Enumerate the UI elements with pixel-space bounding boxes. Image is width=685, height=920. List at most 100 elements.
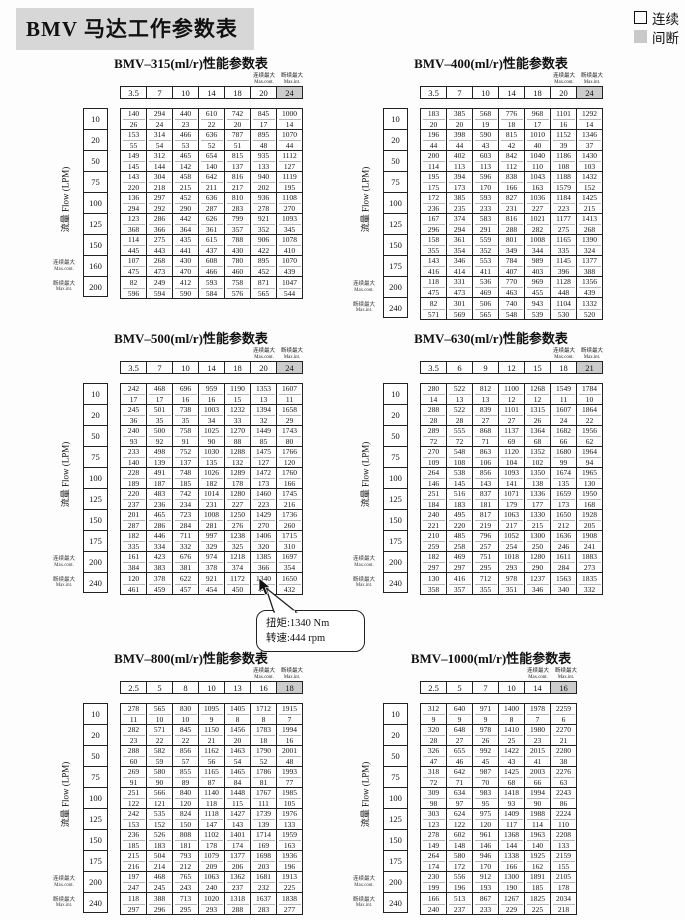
value-cell[interactable]: 230 199 <box>421 872 447 892</box>
value-cell[interactable]: 1093 345 <box>277 214 303 234</box>
value-cell[interactable]: 961 146 <box>473 830 499 850</box>
value-cell[interactable]: 513 237 <box>447 893 473 914</box>
value-cell[interactable]: 787 51 <box>225 130 251 150</box>
value-cell[interactable]: 845 22 <box>173 725 199 745</box>
value-cell[interactable]: 1063 240 <box>199 872 225 892</box>
value-cell[interactable]: 2243 86 <box>551 788 577 808</box>
value-cell[interactable]: 1186 108 <box>551 151 577 171</box>
value-cell[interactable]: 1043 163 <box>525 172 551 192</box>
value-cell[interactable]: 895 48 <box>251 130 277 150</box>
value-cell[interactable]: 1289 178 <box>225 468 251 488</box>
value-cell[interactable]: 1232 33 <box>225 405 251 425</box>
value-cell[interactable]: 1394 32 <box>251 405 277 425</box>
value-cell[interactable]: 197 247 <box>121 872 147 892</box>
value-cell[interactable]: 1400 8 <box>499 704 525 724</box>
value-cell[interactable]: 1112 127 <box>277 151 303 171</box>
value-cell[interactable]: 1743 80 <box>277 426 303 446</box>
value-cell[interactable]: 868 71 <box>473 426 499 446</box>
value-cell[interactable]: 1137 69 <box>499 426 525 446</box>
value-cell[interactable]: 1413 268 <box>577 214 603 234</box>
value-cell[interactable]: 593 233 <box>473 193 499 213</box>
value-cell[interactable]: 1790 52 <box>251 746 277 766</box>
value-cell[interactable]: 655 46 <box>447 746 473 766</box>
value-cell[interactable]: 1008 344 <box>525 235 551 255</box>
value-cell[interactable]: 1956 62 <box>577 426 603 446</box>
value-cell[interactable]: 1165 335 <box>551 235 577 255</box>
value-cell[interactable]: 1993 77 <box>277 767 303 787</box>
value-cell[interactable]: 282 23 <box>121 725 147 745</box>
value-cell[interactable]: 123 368 <box>121 214 147 234</box>
value-cell[interactable]: 1636 246 <box>551 531 577 551</box>
value-cell[interactable]: 565 10 <box>147 704 173 724</box>
value-cell[interactable]: 2001 48 <box>277 746 303 766</box>
value-cell[interactable]: 839 27 <box>473 405 499 425</box>
value-cell[interactable]: 776 18 <box>499 109 525 129</box>
value-cell[interactable]: 167 296 <box>421 214 447 234</box>
value-cell[interactable]: 442 364 <box>173 214 199 234</box>
value-cell[interactable]: 446 334 <box>147 531 173 551</box>
value-cell[interactable]: 522 13 <box>447 384 473 404</box>
value-cell[interactable]: 827 231 <box>499 193 525 213</box>
value-cell[interactable]: 751 295 <box>473 552 499 572</box>
value-cell[interactable]: 1418 93 <box>499 788 525 808</box>
value-cell[interactable]: 1052 254 <box>499 531 525 551</box>
value-cell[interactable]: 895 452 <box>251 256 277 276</box>
value-cell[interactable]: 583 291 <box>473 214 499 234</box>
value-cell[interactable]: 535 152 <box>147 809 173 829</box>
value-cell[interactable]: 161 384 <box>121 552 147 572</box>
value-cell[interactable]: 452 290 <box>173 193 199 213</box>
value-cell[interactable]: 314 54 <box>147 130 173 150</box>
value-cell[interactable]: 830 10 <box>173 704 199 724</box>
value-cell[interactable]: 1250 276 <box>225 510 251 530</box>
value-cell[interactable]: 320 28 <box>421 725 447 745</box>
value-cell[interactable]: 288 28 <box>421 405 447 425</box>
value-cell[interactable]: 634 97 <box>447 788 473 808</box>
value-cell[interactable]: 1406 320 <box>251 531 277 551</box>
value-cell[interactable]: 526 183 <box>147 830 173 850</box>
value-cell[interactable]: 1145 396 <box>551 256 577 276</box>
value-cell[interactable]: 1336 177 <box>525 489 551 509</box>
value-cell[interactable]: 810 283 <box>225 193 251 213</box>
value-cell[interactable]: 468 245 <box>147 872 173 892</box>
value-cell[interactable]: 615 437 <box>199 235 225 255</box>
value-cell[interactable]: 770 463 <box>499 277 525 297</box>
value-cell[interactable]: 1976 133 <box>277 809 303 829</box>
value-cell[interactable]: 1079 209 <box>199 851 225 871</box>
value-cell[interactable]: 582 59 <box>147 746 173 766</box>
value-cell[interactable]: 331 473 <box>447 277 473 297</box>
value-cell[interactable]: 642 71 <box>447 767 473 787</box>
value-cell[interactable]: 388 296 <box>147 893 173 914</box>
value-cell[interactable]: 793 212 <box>173 851 199 871</box>
value-cell[interactable]: 817 219 <box>473 510 499 530</box>
value-cell[interactable]: 1330 215 <box>525 510 551 530</box>
value-cell[interactable]: 978 26 <box>473 725 499 745</box>
value-cell[interactable]: 1607 24 <box>551 405 577 425</box>
value-cell[interactable]: 1377 388 <box>577 256 603 276</box>
value-cell[interactable]: 548 108 <box>447 447 473 467</box>
value-cell[interactable]: 1994 16 <box>277 725 303 745</box>
value-cell[interactable]: 842 112 <box>499 151 525 171</box>
value-cell[interactable]: 654 140 <box>199 151 225 171</box>
value-cell[interactable]: 251 122 <box>121 788 147 808</box>
value-cell[interactable]: 1908 241 <box>577 531 603 551</box>
value-cell[interactable]: 1128 448 <box>551 277 577 297</box>
value-cell[interactable]: 758 91 <box>173 426 199 446</box>
value-cell[interactable]: 1288 132 <box>225 447 251 467</box>
value-cell[interactable]: 1352 102 <box>525 447 551 467</box>
value-cell[interactable]: 495 220 <box>447 510 473 530</box>
value-cell[interactable]: 1368 144 <box>499 830 525 850</box>
value-cell[interactable]: 1172 450 <box>225 573 251 594</box>
value-cell[interactable]: 264 174 <box>421 851 447 871</box>
value-cell[interactable]: 346 414 <box>447 256 473 276</box>
value-cell[interactable]: 989 403 <box>525 256 551 276</box>
value-cell[interactable]: 1697 354 <box>277 552 303 572</box>
value-cell[interactable]: 1095 9 <box>199 704 225 724</box>
value-cell[interactable]: 233 140 <box>121 447 147 467</box>
value-cell[interactable]: 648 27 <box>447 725 473 745</box>
value-cell[interactable]: 959 16 <box>199 384 225 404</box>
value-cell[interactable]: 1739 139 <box>251 809 277 829</box>
value-cell[interactable]: 808 181 <box>173 830 199 850</box>
value-cell[interactable]: 1356 439 <box>577 277 603 297</box>
value-cell[interactable]: 1712 8 <box>251 704 277 724</box>
value-cell[interactable]: 469 297 <box>447 552 473 572</box>
